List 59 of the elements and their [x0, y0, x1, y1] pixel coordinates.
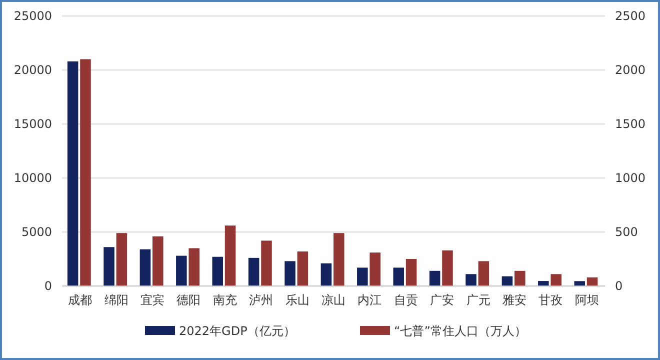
- y2-tick-label: 0: [615, 279, 623, 294]
- bar: [67, 61, 78, 286]
- bar: [370, 252, 380, 286]
- x-tick-label: 甘孜: [538, 293, 563, 307]
- x-tick-label: 成都: [68, 293, 92, 307]
- bar: [586, 277, 598, 286]
- bar: [284, 261, 296, 286]
- y2-tick-label: 1500: [615, 117, 646, 132]
- y2-tick-label: 2000: [615, 63, 646, 78]
- bar: [188, 248, 200, 286]
- x-tick-label: 宜宾: [140, 293, 164, 307]
- y-tick-label: 10000: [14, 171, 52, 186]
- bar: [140, 249, 151, 286]
- bar: [574, 281, 585, 286]
- bar: [466, 274, 476, 286]
- bar: [429, 270, 440, 286]
- x-tick-label: 自贡: [394, 293, 418, 307]
- bar: [248, 258, 260, 286]
- y2-tick-label: 500: [615, 225, 638, 240]
- x-tick-label: 泸州: [249, 293, 274, 307]
- y-tick-label: 20000: [14, 63, 52, 78]
- bar: [261, 240, 272, 286]
- bar: [104, 247, 114, 286]
- bar: [442, 250, 453, 286]
- x-tick-label: 雅安: [502, 293, 526, 307]
- bar: [478, 261, 490, 286]
- bar: [406, 259, 417, 286]
- x-tick-label: 内江: [358, 293, 382, 307]
- x-tick-label: 广安: [430, 293, 454, 307]
- bar: [320, 263, 332, 286]
- bar: [550, 274, 562, 286]
- bar: [393, 268, 404, 286]
- legend-label: 2022年GDP（亿元）: [179, 324, 296, 338]
- x-tick-label: 凉山: [322, 293, 346, 307]
- bar: [297, 251, 308, 286]
- bar: [514, 270, 526, 286]
- bar: [357, 268, 368, 286]
- legend-label: “七普”常住人口（万人）: [394, 324, 526, 338]
- bar: [224, 226, 236, 286]
- bar: [212, 256, 223, 286]
- bar: [80, 59, 91, 286]
- x-tick-label: 乐山: [285, 293, 310, 307]
- x-tick-label: 绵阳: [104, 293, 128, 307]
- bar: [176, 256, 187, 286]
- x-tick-label: 德阳: [176, 293, 201, 307]
- y2-tick-label: 2500: [615, 9, 646, 24]
- bar: [152, 236, 164, 286]
- bar: [502, 276, 513, 286]
- y-tick-label: 0: [44, 279, 52, 294]
- x-tick-label: 阿坝: [574, 293, 599, 307]
- x-tick-label: 南充: [212, 293, 237, 307]
- bar: [538, 281, 549, 286]
- bar: [334, 233, 344, 286]
- bar: [116, 233, 128, 286]
- x-tick-label: 广元: [466, 293, 490, 307]
- y-tick-label: 25000: [14, 9, 52, 24]
- y-tick-label: 5000: [21, 225, 52, 240]
- y-tick-label: 15000: [14, 117, 52, 132]
- y2-tick-label: 1000: [615, 171, 646, 186]
